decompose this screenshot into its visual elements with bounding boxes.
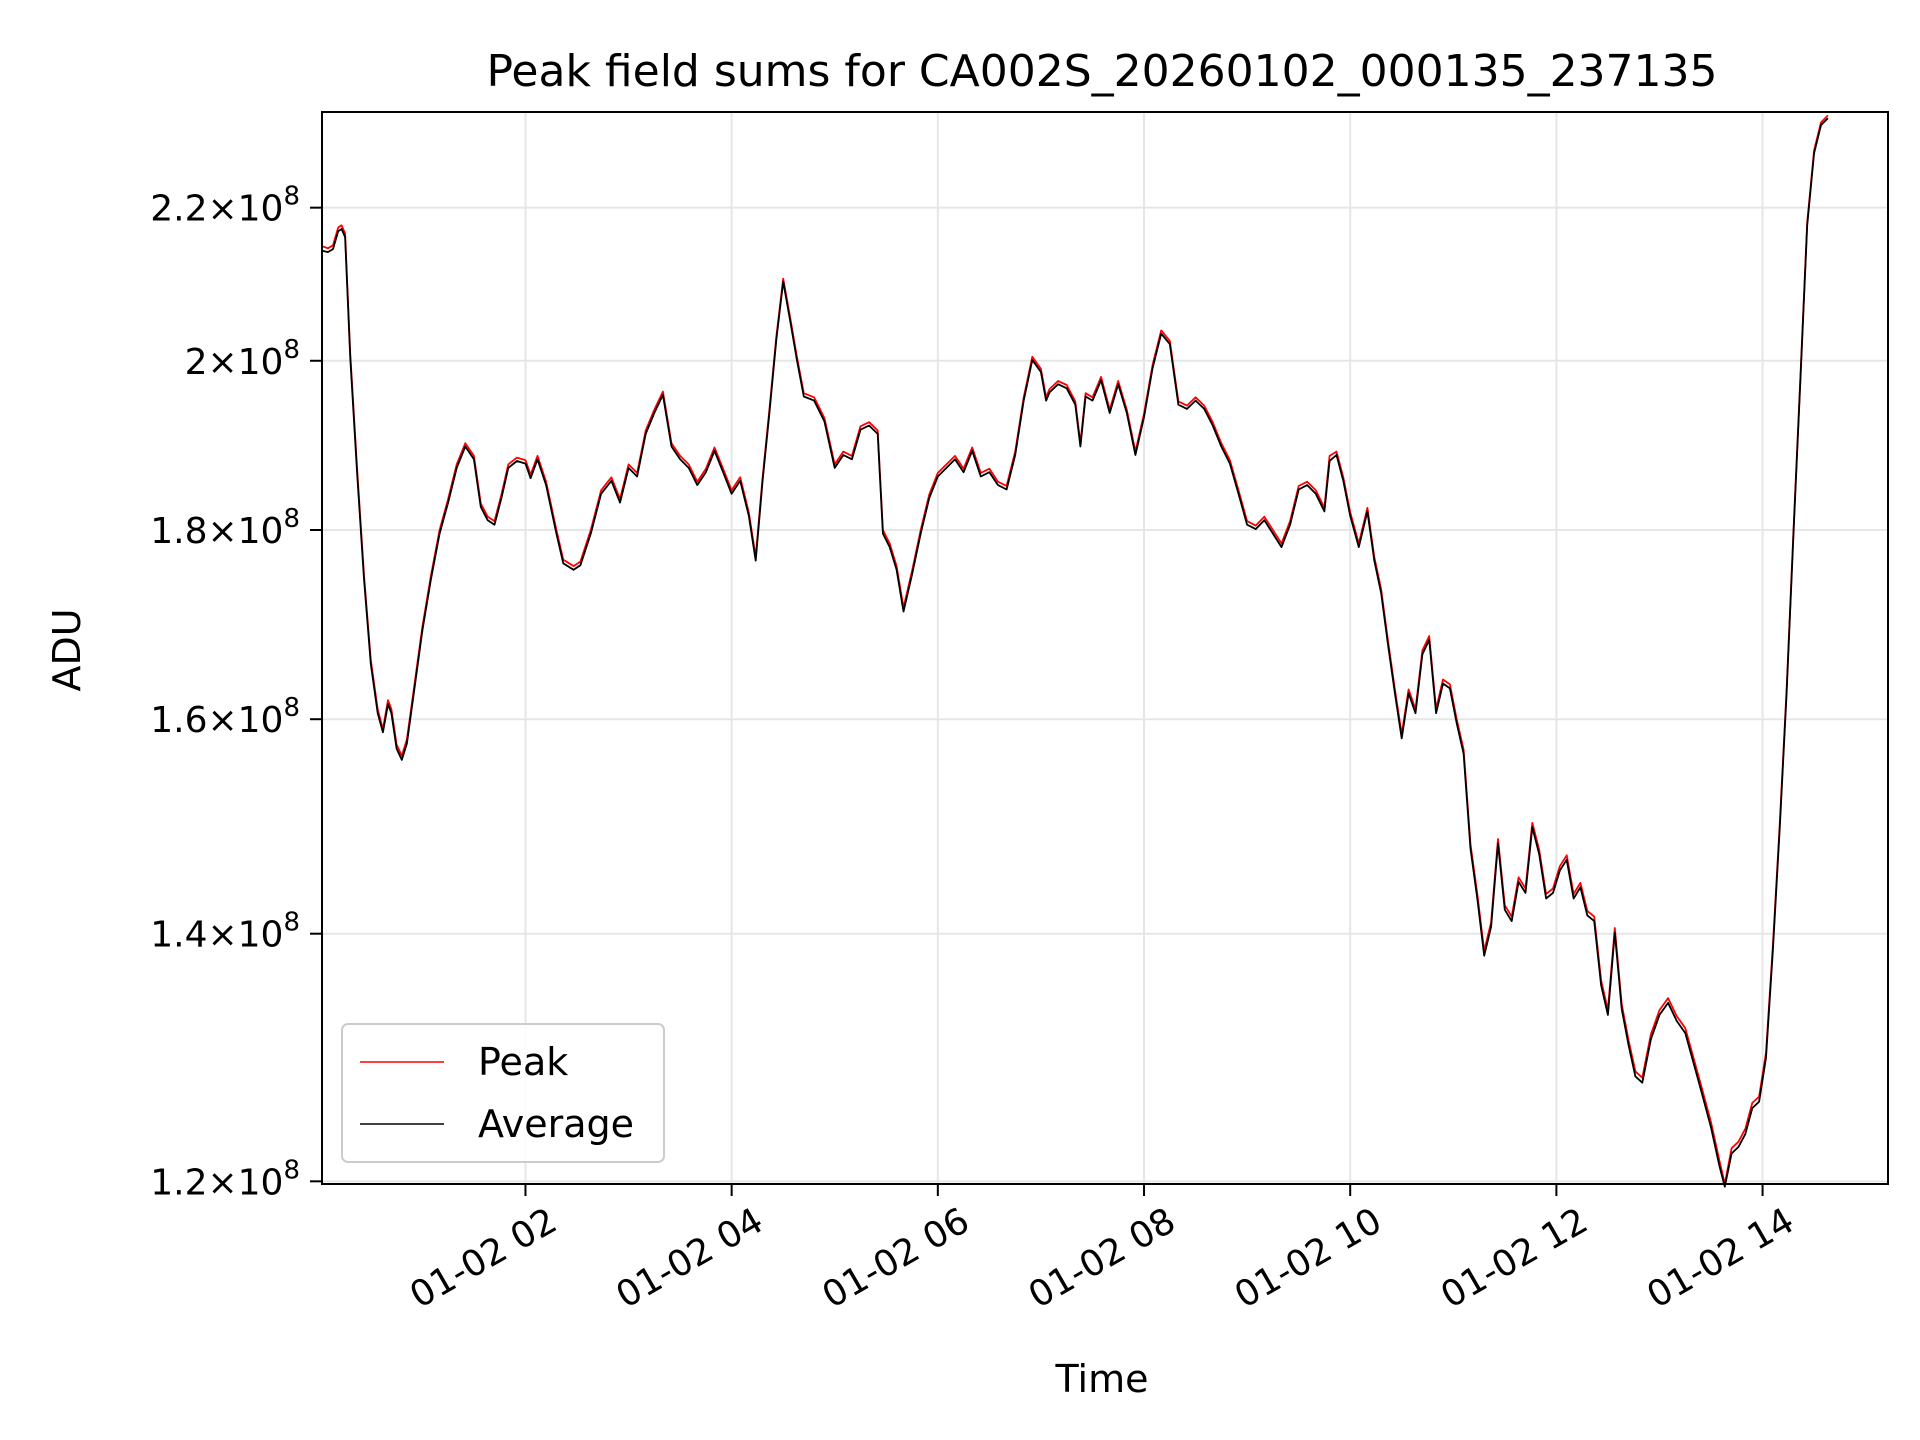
y-tick-label: 1.8×108 — [150, 504, 300, 552]
y-axis: 1.2×108 1.4×108 1.6×108 1.8×108 2×108 2.2×108 — [150, 182, 322, 1203]
series-layer — [321, 114, 1829, 1188]
y-axis-label: ADU — [45, 608, 89, 691]
y-tick-label: 1.4×108 — [150, 908, 300, 956]
y-tick-label: 1.2×108 — [150, 1155, 300, 1203]
y-tick-label: 2×108 — [185, 335, 300, 383]
y-tick-label: 1.6×108 — [150, 693, 300, 741]
legend-label-peak: Peak — [478, 1040, 568, 1084]
legend-box — [341, 1023, 665, 1163]
legend: Peak Average — [341, 1023, 665, 1163]
legend-label-average: Average — [478, 1102, 634, 1146]
plot-frame — [321, 111, 1889, 1185]
series-line-average — [321, 117, 1829, 1188]
chart-title: Peak field sums for CA002S_20260102_0001… — [486, 46, 1717, 97]
grid — [322, 112, 1888, 1184]
y-tick-label: 2.2×108 — [150, 182, 300, 230]
x-axis-label: Time — [1055, 1357, 1149, 1401]
